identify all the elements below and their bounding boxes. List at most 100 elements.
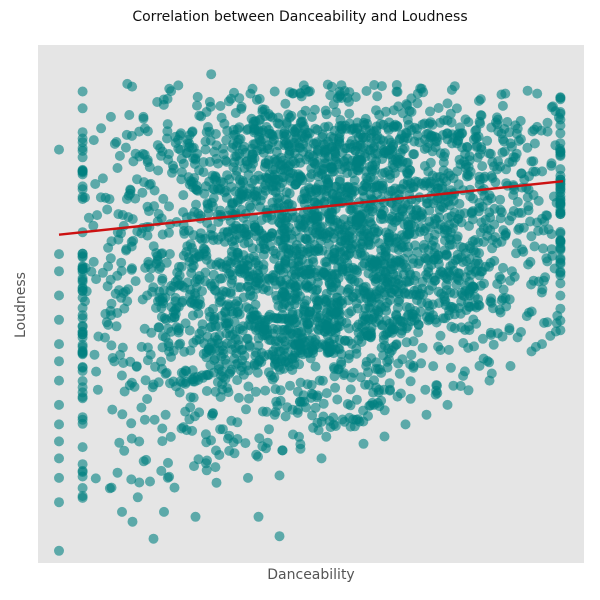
scatter-point bbox=[137, 187, 148, 198]
scatter-point bbox=[429, 229, 440, 240]
scatter-point bbox=[393, 296, 404, 307]
scatter-point bbox=[393, 101, 404, 112]
scatter-point bbox=[398, 241, 409, 252]
scatter-point bbox=[542, 317, 553, 328]
scatter-point bbox=[416, 358, 427, 369]
scatter-point bbox=[173, 80, 184, 91]
scatter-point bbox=[273, 174, 284, 185]
scatter-point bbox=[315, 222, 326, 233]
scatter-point bbox=[380, 268, 391, 279]
scatter-point bbox=[165, 431, 176, 442]
scatter-point bbox=[374, 180, 385, 191]
scatter-point bbox=[254, 93, 265, 104]
scatter-point bbox=[501, 164, 512, 175]
scatter-point bbox=[472, 152, 483, 163]
scatter-point bbox=[430, 389, 441, 400]
scatter-point bbox=[550, 106, 561, 117]
scatter-point bbox=[161, 257, 172, 268]
scatter-point bbox=[488, 303, 498, 314]
scatter-point bbox=[387, 211, 398, 222]
scatter-point bbox=[295, 88, 306, 99]
scatter-point bbox=[54, 545, 64, 556]
scatter-point bbox=[178, 422, 189, 433]
scatter-point bbox=[275, 395, 286, 406]
scatter-point bbox=[283, 313, 294, 324]
scatter-point bbox=[243, 271, 254, 282]
scatter-point bbox=[91, 366, 102, 377]
scatter-point bbox=[247, 243, 258, 254]
scatter-point bbox=[254, 433, 265, 444]
scatter-point bbox=[498, 284, 509, 295]
scatter-point bbox=[339, 246, 350, 257]
scatter-point bbox=[200, 136, 211, 147]
scatter-point bbox=[312, 390, 323, 401]
scatter-point bbox=[158, 94, 169, 105]
scatter-point bbox=[54, 497, 64, 508]
scatter-point bbox=[189, 299, 200, 309]
scatter-point bbox=[77, 152, 88, 163]
scatter-point bbox=[316, 169, 327, 180]
scatter-point bbox=[206, 259, 217, 270]
scatter-point bbox=[362, 289, 373, 300]
scatter-point bbox=[525, 216, 536, 227]
scatter-point bbox=[116, 257, 127, 268]
scatter-point bbox=[232, 194, 243, 205]
scatter-point bbox=[144, 206, 154, 217]
scatter-point bbox=[121, 244, 132, 255]
scatter-point bbox=[395, 388, 406, 399]
scatter-point bbox=[253, 451, 263, 462]
scatter-point bbox=[406, 349, 417, 360]
scatter-point bbox=[260, 273, 271, 284]
scatter-point bbox=[258, 239, 269, 250]
scatter-point bbox=[369, 80, 380, 90]
scatter-point bbox=[456, 287, 467, 298]
scatter-point bbox=[319, 196, 330, 207]
scatter-point bbox=[542, 117, 553, 128]
scatter-point bbox=[433, 259, 444, 270]
scatter-point bbox=[345, 384, 356, 395]
scatter-point bbox=[194, 251, 205, 262]
scatter-point bbox=[169, 482, 180, 493]
scatter-point bbox=[453, 268, 464, 279]
scatter-point bbox=[537, 284, 548, 295]
scatter-point bbox=[402, 321, 413, 332]
scatter-point bbox=[54, 375, 64, 386]
scatter-point bbox=[288, 133, 299, 144]
scatter-point bbox=[93, 331, 104, 342]
x-axis-label: Danceability bbox=[267, 567, 355, 583]
scatter-point bbox=[263, 140, 274, 151]
scatter-point bbox=[432, 380, 442, 391]
scatter-point bbox=[165, 378, 175, 389]
scatter-point bbox=[280, 232, 291, 243]
scatter-point bbox=[337, 264, 348, 275]
scatter-point bbox=[441, 249, 452, 260]
scatter-point bbox=[77, 483, 88, 493]
scatter-point bbox=[298, 208, 309, 219]
scatter-point bbox=[287, 168, 298, 179]
scatter-point bbox=[500, 88, 511, 99]
y-axis-label: Loudness bbox=[13, 272, 29, 338]
scatter-point bbox=[351, 288, 362, 299]
scatter-point bbox=[212, 183, 223, 194]
scatter-point bbox=[132, 226, 143, 237]
scatter-point bbox=[145, 178, 156, 189]
scatter-point bbox=[449, 323, 460, 334]
scatter-point bbox=[397, 354, 408, 365]
scatter-point bbox=[299, 306, 310, 317]
scatter-point bbox=[190, 511, 201, 522]
scatter-point bbox=[301, 129, 311, 140]
scatter-point bbox=[226, 306, 237, 317]
scatter-point bbox=[213, 364, 224, 375]
scatter-point bbox=[192, 100, 202, 111]
scatter-point bbox=[211, 477, 222, 488]
scatter-point bbox=[511, 238, 522, 249]
scatter-point bbox=[77, 292, 88, 303]
scatter-point bbox=[392, 274, 403, 285]
scatter-point bbox=[216, 310, 227, 321]
scatter-point bbox=[160, 292, 171, 303]
scatter-point bbox=[224, 174, 235, 185]
scatter-point bbox=[428, 361, 439, 372]
scatter-point bbox=[128, 235, 139, 246]
scatter-point bbox=[412, 295, 422, 306]
scatter-point bbox=[475, 280, 486, 291]
